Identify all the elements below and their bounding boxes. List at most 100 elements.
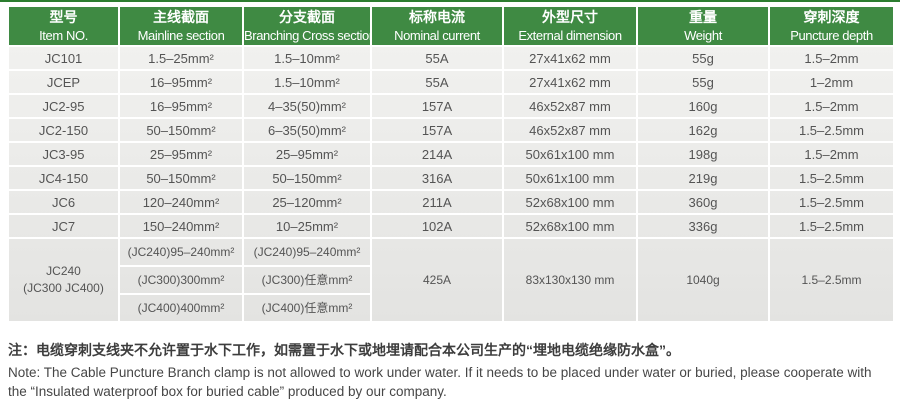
- cell-current: 157A: [370, 117, 504, 143]
- table-row: JCEP 16–95mm² 1.5–10mm² 55A 27x41x62 mm …: [7, 69, 895, 95]
- cell-branch: 25–95mm²: [242, 141, 372, 167]
- cell-depth: 1.5–2mm: [768, 141, 895, 167]
- cell-branch: 10–25mm²: [242, 213, 372, 239]
- cell-branch: 6–35(50)mm²: [242, 117, 372, 143]
- table-subrow-jc400: (JC400)400mm² (JC400)任意mm²: [8, 293, 894, 323]
- column-header-branch-zh: 分支截面: [279, 9, 335, 25]
- cell-item-no: JC2-95: [7, 93, 120, 119]
- cell-mainline: 16–95mm²: [118, 93, 244, 119]
- cell-mainline: (JC300)300mm²: [118, 265, 244, 295]
- cell-dimension: 52x68x100 mm: [502, 189, 638, 215]
- cell-weight: 360g: [636, 189, 770, 215]
- cell-dimension: 83x130x130 mm: [502, 237, 638, 323]
- column-header-depth: 穿刺深度 Puncture depth: [768, 5, 895, 47]
- cell-dimension: 46x52x87 mm: [502, 117, 638, 143]
- column-header-branch-en: Branching Cross section: [244, 28, 371, 43]
- cell-branch: (JC300)任意mm²: [242, 265, 372, 295]
- table-row: JC4-150 50–150mm² 50–150mm² 316A 50x61x1…: [7, 165, 895, 191]
- cell-current: 157A: [370, 93, 504, 119]
- cell-mainline: 1.5–25mm²: [118, 45, 244, 71]
- cell-weight: 198g: [636, 141, 770, 167]
- column-header-dimension-en: External dimension: [518, 28, 622, 43]
- cell-depth: 1.5–2.5mm: [768, 237, 895, 323]
- footnotes: 注：电缆穿刺支线夹不允许置于水下工作，如需置于水下或地埋请配合本公司生产的“埋地…: [8, 340, 892, 401]
- cell-item-no: JCEP: [7, 69, 120, 95]
- cell-weight: 55g: [636, 45, 770, 71]
- note-chinese: 注：电缆穿刺支线夹不允许置于水下工作，如需置于水下或地埋请配合本公司生产的“埋地…: [8, 342, 680, 358]
- column-header-item-no-zh: 型号: [49, 9, 78, 25]
- cell-branch: 25–120mm²: [242, 189, 372, 215]
- cell-weight: 219g: [636, 165, 770, 191]
- column-header-weight-zh: 重量: [689, 9, 717, 25]
- cell-mainline: 16–95mm²: [118, 69, 244, 95]
- column-header-current: 标称电流 Nominal current: [370, 5, 504, 47]
- cell-item-no: JC7: [7, 213, 120, 239]
- cell-dimension: 50x61x100 mm: [502, 141, 638, 167]
- cell-item-no: JC3-95: [7, 141, 120, 167]
- cell-dimension: 27x41x62 mm: [502, 69, 638, 95]
- column-header-branch: 分支截面 Branching Cross section: [242, 5, 372, 47]
- group-item-line2: (JC300 JC400): [23, 281, 104, 295]
- column-header-current-en: Nominal current: [394, 28, 480, 43]
- table-row: JC2-95 16–95mm² 4–35(50)mm² 157A 46x52x8…: [7, 93, 895, 119]
- cell-weight: 162g: [636, 117, 770, 143]
- cell-mainline: 120–240mm²: [118, 189, 244, 215]
- cell-depth: 1.5–2.5mm: [768, 213, 895, 239]
- spec-table: 型号 Item NO. 主线截面 Mainline section 分支截面 B…: [7, 5, 895, 323]
- cell-branch: 50–150mm²: [242, 165, 372, 191]
- cell-mainline: 150–240mm²: [118, 213, 244, 239]
- cell-current: 316A: [370, 165, 504, 191]
- table-row: JC3-95 25–95mm² 25–95mm² 214A 50x61x100 …: [7, 141, 895, 167]
- cell-mainline: 25–95mm²: [118, 141, 244, 167]
- table-row: JC101 1.5–25mm² 1.5–10mm² 55A 27x41x62 m…: [7, 45, 895, 71]
- note-english: Note: The Cable Puncture Branch clamp is…: [8, 365, 872, 399]
- cell-dimension: 50x61x100 mm: [502, 165, 638, 191]
- cell-depth: 1.5–2.5mm: [768, 117, 895, 143]
- column-header-dimension: 外型尺寸 External dimension: [502, 5, 638, 47]
- cell-current: 425A: [370, 237, 504, 323]
- cell-depth: 1.5–2mm: [768, 93, 895, 119]
- table-row: JC6 120–240mm² 25–120mm² 211A 52x68x100 …: [7, 189, 895, 215]
- cell-mainline: (JC240)95–240mm²: [118, 237, 244, 267]
- column-header-item-no: 型号 Item NO.: [7, 5, 120, 47]
- cell-weight: 160g: [636, 93, 770, 119]
- cell-current: 55A: [370, 45, 504, 71]
- cell-current: 102A: [370, 213, 504, 239]
- cell-depth: 1–2mm: [768, 69, 895, 95]
- table-row-group-jc240: JC240 (JC300 JC400) (JC240)95–240mm² (JC…: [7, 237, 895, 323]
- cell-dimension: 46x52x87 mm: [502, 93, 638, 119]
- header-row: 型号 Item NO. 主线截面 Mainline section 分支截面 B…: [7, 5, 895, 47]
- cell-branch: 1.5–10mm²: [242, 45, 372, 71]
- column-header-weight-en: Weight: [684, 28, 722, 43]
- cell-item-no-group: JC240 (JC300 JC400): [7, 237, 120, 323]
- column-header-item-no-en: Item NO.: [39, 28, 88, 43]
- cell-depth: 1.5–2.5mm: [768, 189, 895, 215]
- cell-mainline: (JC400)400mm²: [118, 293, 244, 323]
- top-accent-line: [0, 0, 900, 2]
- cell-item-no: JC2-150: [7, 117, 120, 143]
- column-header-mainline-en: Mainline section: [137, 28, 225, 43]
- table-row: JC7 150–240mm² 10–25mm² 102A 52x68x100 m…: [7, 213, 895, 239]
- cell-dimension: 27x41x62 mm: [502, 45, 638, 71]
- cell-branch: (JC240)95–240mm²: [242, 237, 372, 267]
- cell-depth: 1.5–2.5mm: [768, 165, 895, 191]
- group-item-line1: JC240: [46, 264, 81, 278]
- column-header-weight: 重量 Weight: [636, 5, 770, 47]
- cell-current: 211A: [370, 189, 504, 215]
- cell-depth: 1.5–2mm: [768, 45, 895, 71]
- column-header-mainline: 主线截面 Mainline section: [118, 5, 244, 47]
- cell-mainline: 50–150mm²: [118, 117, 244, 143]
- cell-item-no: JC4-150: [7, 165, 120, 191]
- cell-mainline: 50–150mm²: [118, 165, 244, 191]
- cell-weight: 1040g: [636, 237, 770, 323]
- cell-weight: 55g: [636, 69, 770, 95]
- column-header-mainline-zh: 主线截面: [153, 9, 209, 25]
- column-header-depth-en: Puncture depth: [790, 28, 873, 43]
- cell-dimension: 52x68x100 mm: [502, 213, 638, 239]
- cell-branch: 4–35(50)mm²: [242, 93, 372, 119]
- cell-item-no: JC101: [7, 45, 120, 71]
- cell-branch: (JC400)任意mm²: [242, 293, 372, 323]
- cell-branch: 1.5–10mm²: [242, 69, 372, 95]
- column-header-current-zh: 标称电流: [409, 9, 465, 25]
- column-header-depth-zh: 穿刺深度: [803, 9, 860, 25]
